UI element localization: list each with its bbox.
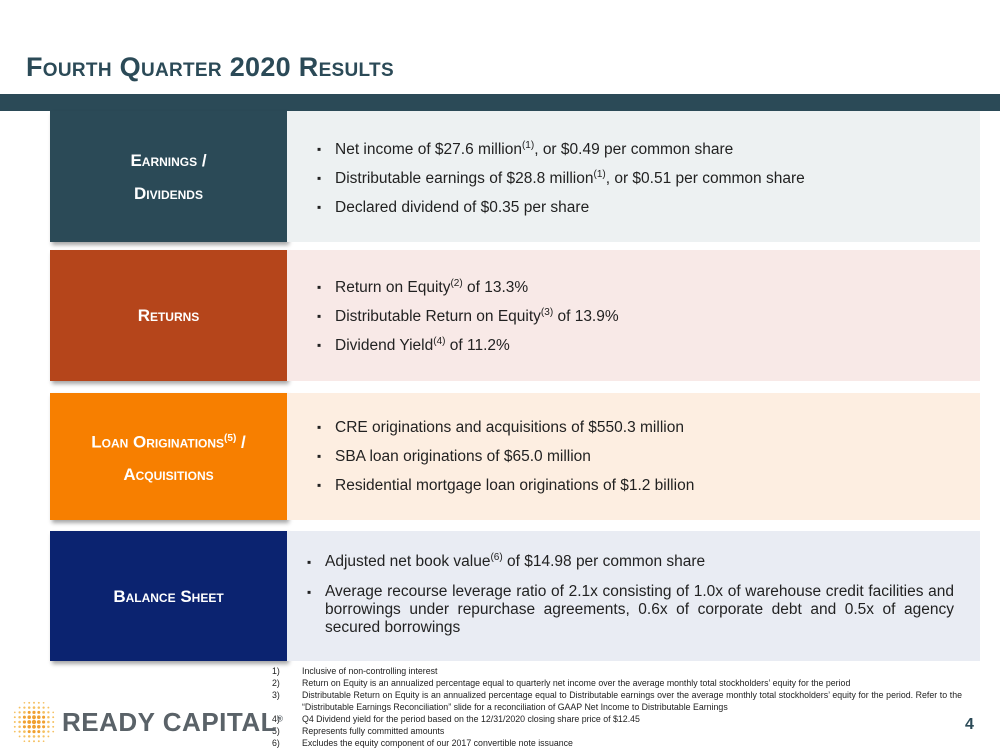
page-number: 4 <box>965 716 974 733</box>
section-returns: Returns Return on Equity(2) of 13.3% Dis… <box>50 250 980 381</box>
section-earnings: Earnings / Dividends Net income of $27.6… <box>50 111 980 242</box>
section-content: Return on Equity(2) of 13.3% Distributab… <box>287 250 980 381</box>
section-label: Earnings / Dividends <box>50 111 287 242</box>
bullet-item: Average recourse leverage ratio of 2.1x … <box>307 583 954 637</box>
bullet-item: Declared dividend of $0.35 per share <box>317 193 954 222</box>
bullet-item: SBA loan originations of $65.0 million <box>317 442 954 471</box>
footnote: 2) Return on Equity is an annualized perc… <box>272 678 851 688</box>
bullet-item: Adjusted net book value(6) of $14.98 per… <box>307 552 954 571</box>
bullet-item: Return on Equity(2) of 13.3% <box>317 273 954 302</box>
footnote: 4) Q4 Dividend yield for the period based… <box>272 714 640 724</box>
bullet-item: Net income of $27.6 million(1), or $0.49… <box>317 135 954 164</box>
section-label: Balance Sheet <box>50 531 287 661</box>
page-title: Fourth Quarter 2020 Results <box>26 52 394 82</box>
section-label: Returns <box>50 250 287 381</box>
bullet-item: Residential mortgage loan originations o… <box>317 471 954 500</box>
bullet-item: Dividend Yield(4) of 11.2% <box>317 331 954 360</box>
title-bar <box>0 94 1000 111</box>
bullet-item: CRE originations and acquisitions of $55… <box>317 413 954 442</box>
footnotes: 1) Inclusive of non-controlling interest … <box>272 665 962 749</box>
section-balance-sheet: Balance Sheet Adjusted net book value(6)… <box>50 531 980 661</box>
footnote: 6) Excludes the equity component of our 2… <box>272 738 573 748</box>
section-content: Net income of $27.6 million(1), or $0.49… <box>287 111 980 242</box>
footnote: 1) Inclusive of non-controlling interest <box>272 666 438 676</box>
section-label: Loan Originations(5) / Acquisitions <box>50 393 287 520</box>
footnote: 3) Distributable Return on Equity is an a… <box>272 690 962 712</box>
ready-capital-logo-icon <box>13 701 55 743</box>
bullet-item: Distributable earnings of $28.8 million(… <box>317 164 954 193</box>
bullet-item: Distributable Return on Equity(3) of 13.… <box>317 302 954 331</box>
footnote: 5) Represents fully committed amounts <box>272 726 445 736</box>
section-content: CRE originations and acquisitions of $55… <box>287 393 980 520</box>
section-loan-originations: Loan Originations(5) / Acquisitions CRE … <box>50 393 980 520</box>
company-logo: READY CAPITAL® <box>12 700 283 744</box>
section-content: Adjusted net book value(6) of $14.98 per… <box>287 531 980 661</box>
